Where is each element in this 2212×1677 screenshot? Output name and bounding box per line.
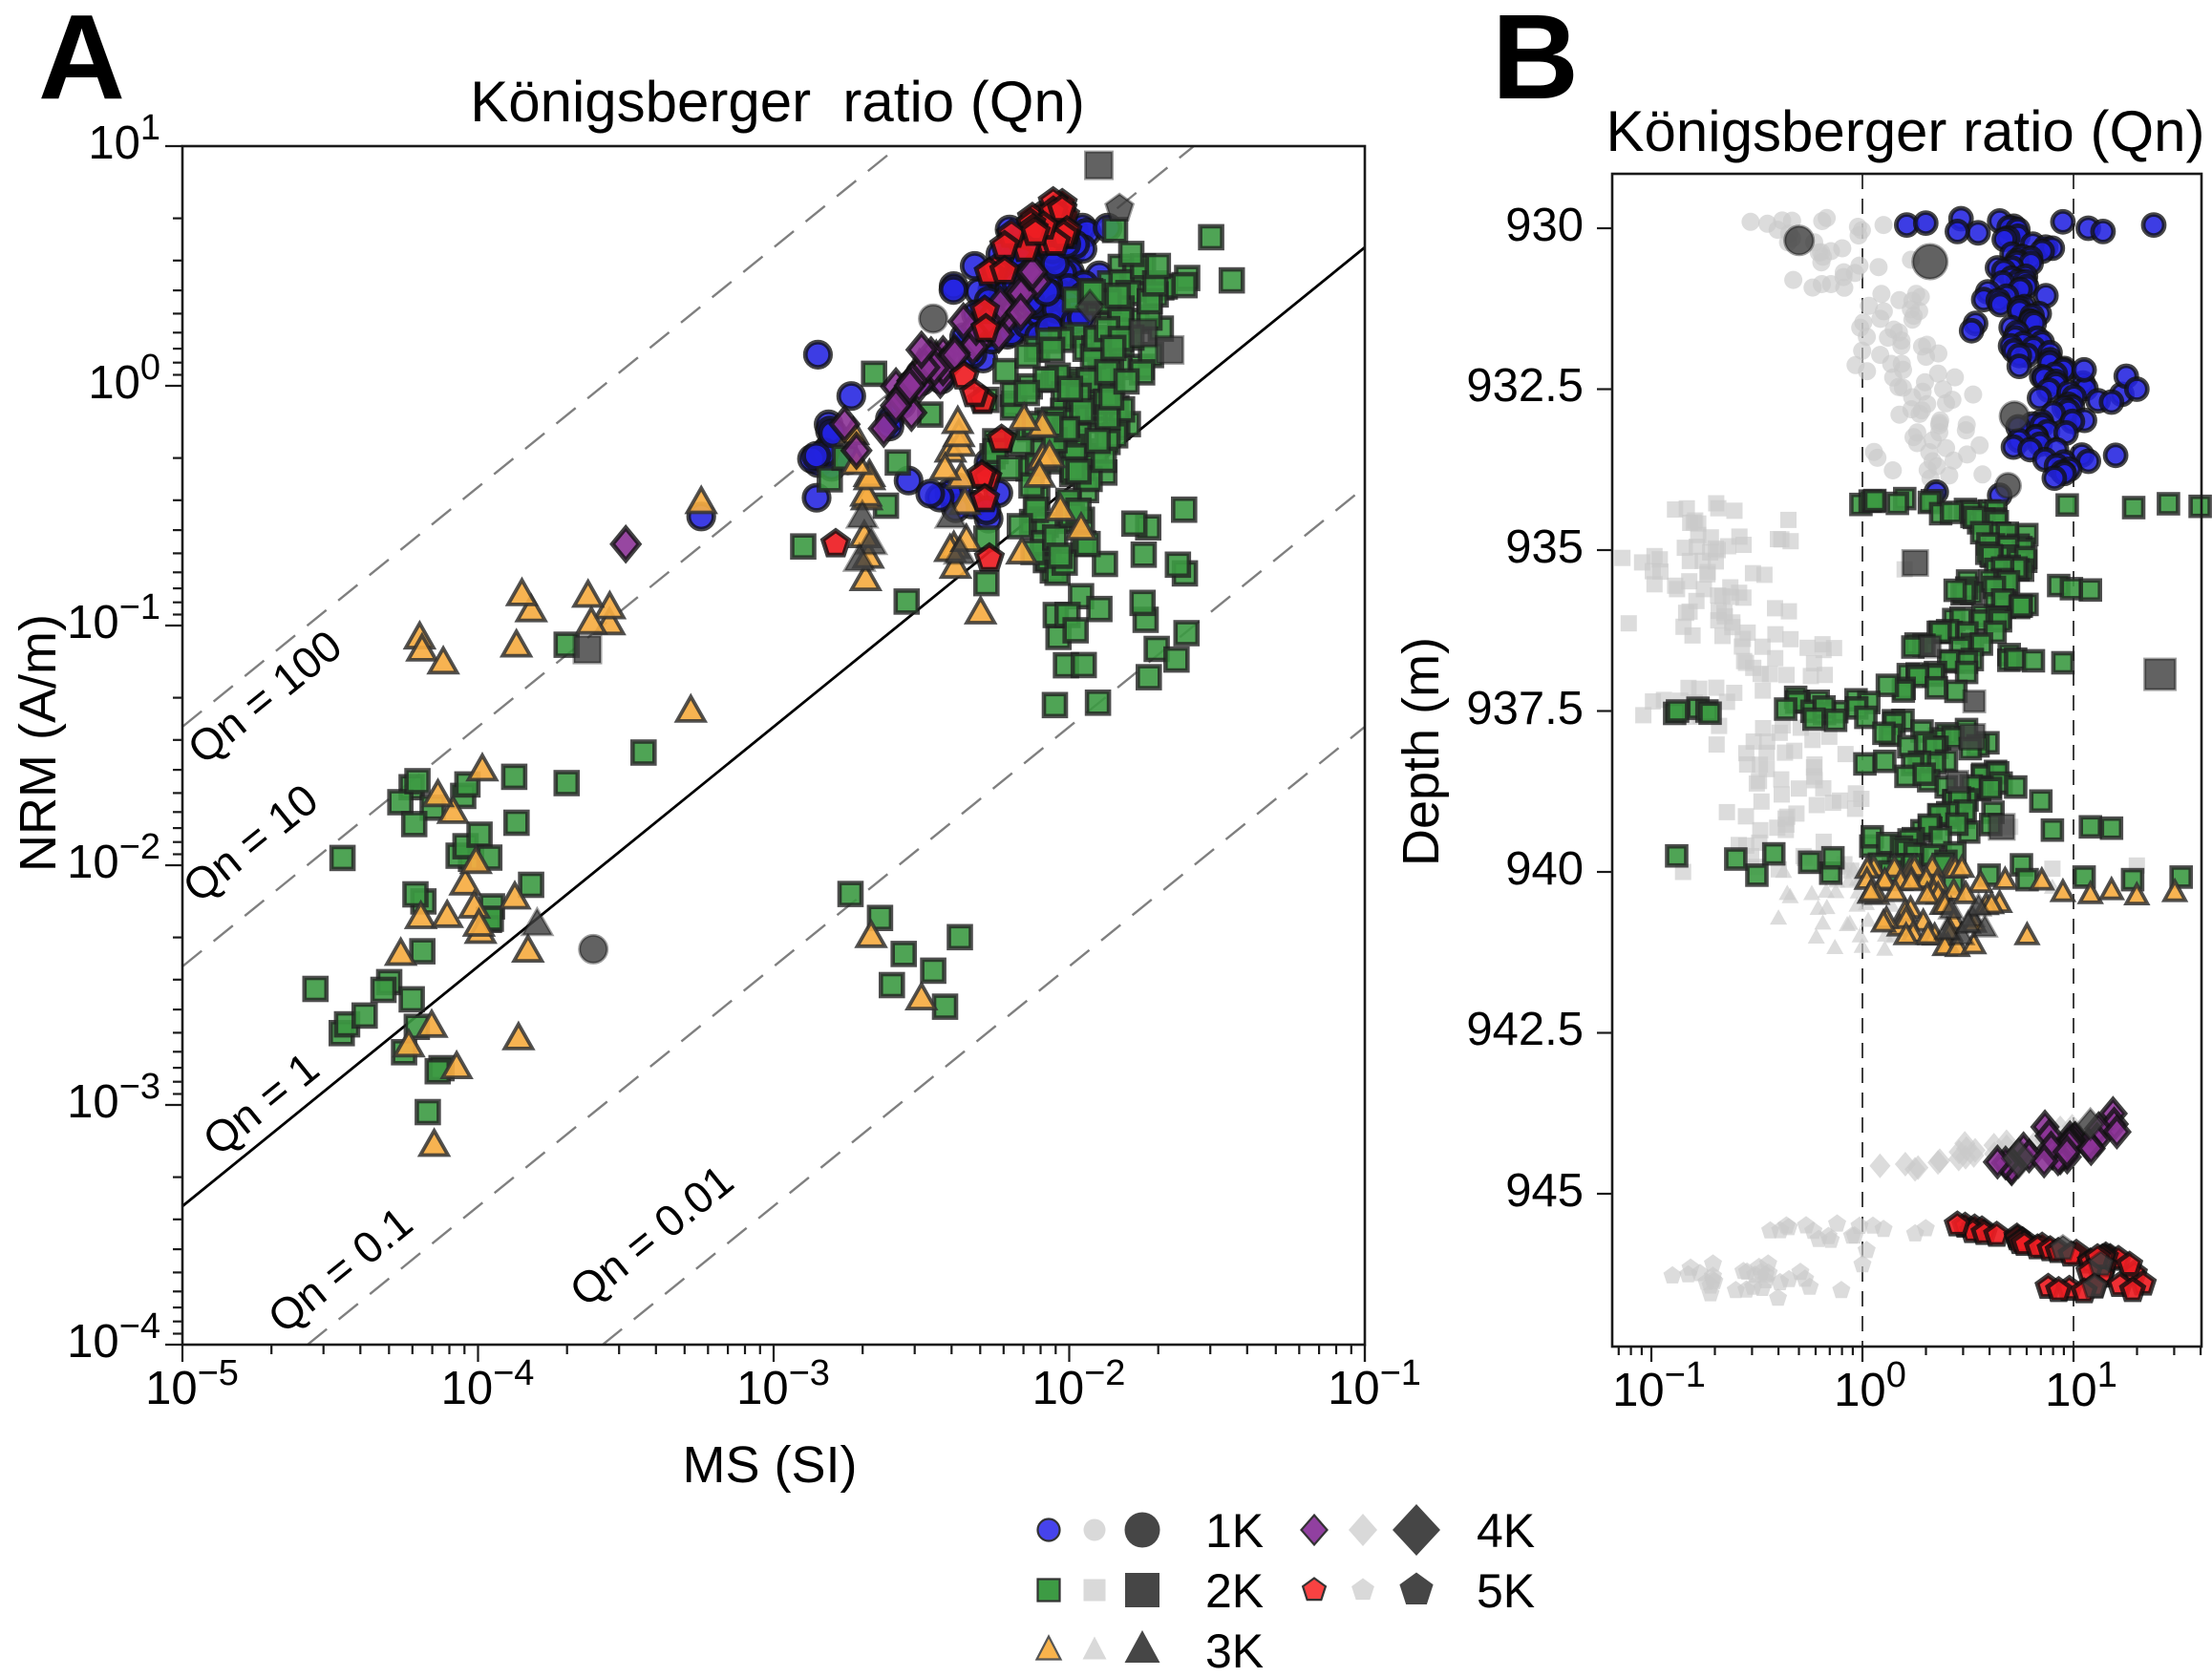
- svg-text:B: B: [1492, 0, 1579, 124]
- svg-text:930: 930: [1505, 200, 1584, 251]
- svg-text:942.5: 942.5: [1466, 1004, 1584, 1055]
- svg-text:Königsberger ratio (Qn): Königsberger ratio (Qn): [470, 70, 1085, 134]
- svg-text:A: A: [38, 0, 125, 124]
- svg-text:2K: 2K: [1205, 1564, 1264, 1618]
- svg-text:10−2: 10−2: [1032, 1353, 1126, 1414]
- svg-text:NRM (A/m): NRM (A/m): [10, 614, 67, 872]
- svg-text:937.5: 937.5: [1466, 683, 1584, 734]
- svg-text:932.5: 932.5: [1466, 360, 1584, 412]
- svg-text:935: 935: [1505, 521, 1584, 573]
- svg-text:940: 940: [1505, 843, 1584, 895]
- svg-text:945: 945: [1505, 1165, 1584, 1217]
- svg-text:10−3: 10−3: [67, 1067, 160, 1128]
- svg-text:Depth (m): Depth (m): [1393, 637, 1450, 866]
- svg-text:5K: 5K: [1477, 1564, 1535, 1618]
- svg-text:MS (SI): MS (SI): [683, 1436, 858, 1494]
- svg-text:1K: 1K: [1205, 1504, 1264, 1558]
- svg-text:3K: 3K: [1205, 1624, 1264, 1677]
- svg-text:Königsberger ratio (Qn): Königsberger ratio (Qn): [1606, 99, 2205, 163]
- svg-text:4K: 4K: [1477, 1504, 1535, 1558]
